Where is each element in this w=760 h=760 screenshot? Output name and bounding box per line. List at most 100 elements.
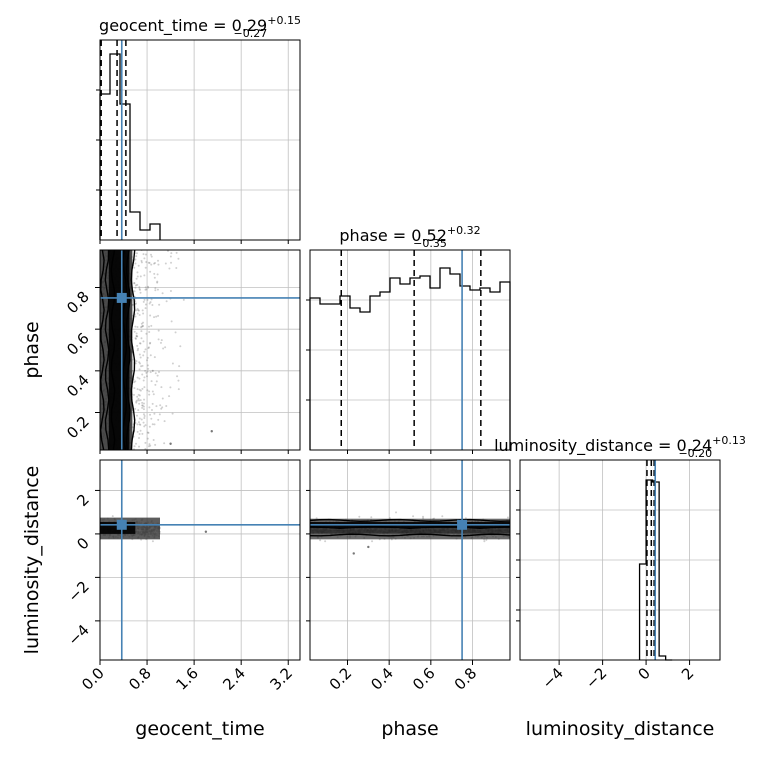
sample-point [150,380,153,383]
sample-point [139,423,142,426]
sample-point [144,441,147,444]
xtick-label-geocent_time-4: 3.2 [266,664,296,694]
sample-point [157,338,160,341]
sample-point [154,289,157,292]
sample-point [141,309,144,312]
sample-point [139,429,142,432]
outlier-point [210,430,213,433]
sample-point [138,377,141,380]
sample-point [161,292,164,295]
scatter-panel-geocent_time-phase [99,249,301,451]
sample-point [147,346,150,349]
sample-point [165,300,168,303]
contour-right-0 [130,250,136,450]
contour-2 [310,533,510,537]
sample-point [136,399,139,402]
outlier-point [169,442,172,445]
sample-point [324,540,327,543]
sample-point [142,253,145,256]
xaxis-label-luminosity_distance: luminosity_distance [526,718,715,740]
sample-point [143,425,146,428]
sample-point [179,345,182,348]
sample-point [138,437,141,440]
sample-point [145,375,148,378]
ytick-label-phase-2: 0.6 [63,329,93,359]
sample-point [147,286,150,289]
sample-point [154,287,157,290]
sample-point [150,255,153,258]
sample-point [143,376,146,379]
sample-point [133,445,136,448]
xtick-label-phase-1: 0.4 [367,664,397,694]
sample-point [146,364,149,367]
sample-point [136,388,139,391]
sample-point [151,402,154,405]
sample-point [137,309,140,312]
sample-point [146,431,149,434]
sample-point [156,374,159,377]
sample-point [138,288,141,291]
plot-area-geocent_time-luminosity_distance [100,460,300,660]
sample-point [151,423,154,426]
density-strip-mid [310,529,510,534]
sample-point [141,364,144,367]
ytick-label-luminosity_distance-0: −4 [64,621,92,649]
sample-point [156,288,159,291]
sample-point [136,344,139,347]
sample-point [139,356,142,359]
sample-point [140,418,143,421]
sample-point [144,348,147,351]
sample-point [142,421,145,424]
frame-phase [309,249,511,451]
sample-point [142,312,145,315]
sample-point [146,356,149,359]
sample-point [156,280,159,283]
density-strip-outer [310,518,510,540]
sample-point [157,370,160,373]
sample-point [137,264,140,267]
sample-point [133,282,136,285]
contour-0 [310,518,510,522]
sample-point [155,380,158,383]
sample-point [141,404,144,407]
sample-point [143,414,146,417]
sample-point [135,400,138,403]
yaxis-label-luminosity_distance: luminosity_distance [21,466,43,655]
sample-point [178,365,181,368]
sample-point [142,340,145,343]
sample-point [158,303,161,306]
contour-1 [310,525,510,529]
sample-point [157,329,160,332]
truth-marker-geocent_time-luminosity_distance [116,519,127,530]
sample-point [135,277,138,280]
sample-point [157,418,160,421]
sample-point [144,288,147,291]
panel-title-phase: phase = 0.52+0.32 −0.35 [339,224,480,250]
sample-point [137,347,140,350]
sample-point [111,515,114,518]
sample-point [138,361,141,364]
sample-point [148,331,151,334]
sample-point [136,349,139,352]
sample-point [140,322,143,325]
sample-point [141,387,144,390]
sample-point [175,266,178,269]
xtick-label-luminosity_distance-0: −4 [539,664,567,692]
sample-point [135,252,138,255]
sample-point [135,442,138,445]
xtick-label-geocent_time-1: 0.8 [125,664,155,694]
hist-panel-geocent_time: geocent_time = 0.29+0.15 −0.27 [96,14,301,241]
frame-geocent_time [99,39,301,241]
sample-point [137,409,140,412]
sample-point [146,370,149,373]
xtick-label-geocent_time-3: 2.4 [219,664,249,694]
sample-point [144,424,147,427]
panel-title-geocent_time: geocent_time = 0.29+0.15 −0.27 [99,14,301,40]
sample-point [157,259,160,262]
xtick-label-phase-0: 0.2 [326,664,356,694]
sample-point [132,393,135,396]
sample-point [139,389,142,392]
sample-point [145,260,148,263]
contour-left-0 [100,250,105,450]
